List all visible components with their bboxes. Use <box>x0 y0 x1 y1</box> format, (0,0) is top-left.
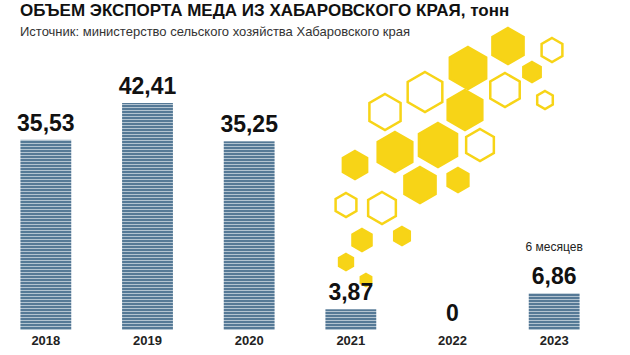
tick: 2023 <box>540 330 569 348</box>
hexagon <box>394 227 410 245</box>
hexagon <box>448 168 469 192</box>
category-label: 2023 <box>540 333 569 348</box>
x-axis: 2018 2019 2020 2021 2022 2023 <box>0 330 606 348</box>
bar <box>325 309 376 330</box>
title: ОБЪЕМ ЭКСПОРТА МЕДА ИЗ ХАБАРОВСКОГО КРАЯ… <box>20 1 509 20</box>
hexagon <box>419 123 457 167</box>
hexagon <box>404 167 435 203</box>
subtitle: Источник: министерство сельского хозяйст… <box>20 24 410 39</box>
bar <box>529 293 580 330</box>
hexagon <box>537 91 553 109</box>
tick: 2022 <box>438 330 467 348</box>
hexagon <box>448 90 483 130</box>
hexagon <box>523 62 540 82</box>
category-label: 2020 <box>235 333 264 348</box>
hexagon <box>542 38 563 62</box>
category-label: 2021 <box>336 333 365 348</box>
hexagon <box>450 47 486 89</box>
hexagon <box>492 28 523 64</box>
tick: 2018 <box>31 330 60 348</box>
hexagon <box>490 73 519 107</box>
annotation: 6 месяцев <box>526 240 583 254</box>
bar <box>224 141 275 330</box>
category-label: 2019 <box>133 333 162 348</box>
hexagon <box>378 132 413 172</box>
chart: 20182019202020212022202335,5342,4135,253… <box>0 0 630 355</box>
category-label: 2018 <box>31 333 60 348</box>
hexagon <box>336 193 357 217</box>
hexagon <box>466 129 494 161</box>
data-label: 0 <box>446 300 459 326</box>
hexagon <box>408 72 443 112</box>
bars <box>20 103 579 330</box>
data-labels: 35,53 42,41 35,25 3,87 0 6,86 <box>17 73 576 326</box>
hexagon <box>339 254 353 270</box>
bar <box>20 140 71 330</box>
tick: 2020 <box>235 330 264 348</box>
data-label: 6,86 <box>532 263 577 289</box>
hexagon <box>369 94 400 130</box>
axis-line <box>0 330 606 331</box>
hexagon <box>368 192 396 224</box>
data-label: 42,41 <box>119 73 177 99</box>
tick: 2021 <box>336 330 365 348</box>
category-label: 2022 <box>438 333 467 348</box>
hexagon <box>352 229 371 251</box>
hexagon <box>343 151 367 179</box>
bar <box>427 330 478 331</box>
data-label: 35,53 <box>17 110 75 136</box>
data-label: 35,25 <box>220 111 278 137</box>
tick: 2019 <box>133 330 162 348</box>
bar <box>122 103 173 330</box>
data-label: 3,87 <box>328 279 373 305</box>
